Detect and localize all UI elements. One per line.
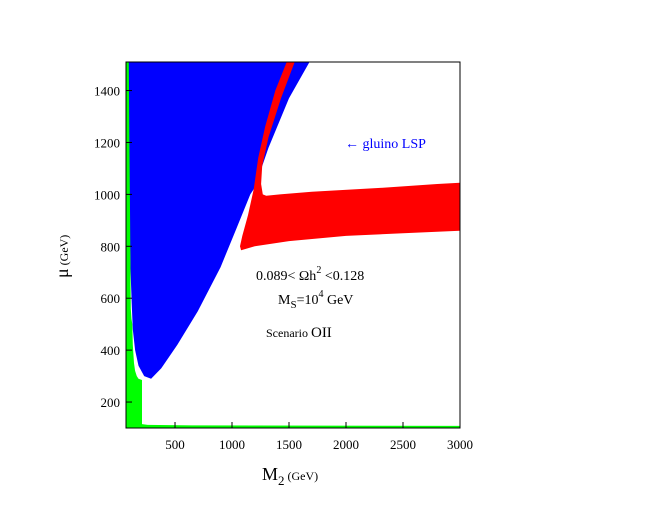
y-tick-label: 400 (101, 343, 121, 358)
x-tick-label: 2500 (390, 437, 416, 452)
x-tick: 1000 (219, 422, 245, 452)
y-tick: 1200 (94, 135, 132, 150)
x-axis-label: M2 (GeV) (262, 464, 318, 488)
x-tick: 3000 (447, 422, 473, 452)
x-tick: 2500 (390, 422, 416, 452)
y-tick: 400 (101, 343, 132, 358)
y-axis-label: μ (GeV) (52, 235, 72, 278)
y-tick-label: 1400 (94, 84, 120, 99)
gluino-lsp-annotation: ← gluino LSP (345, 137, 426, 152)
y-tick: 1400 (94, 84, 132, 99)
x-tick-label: 500 (165, 437, 185, 452)
x-tick: 1500 (276, 422, 302, 452)
scenario-annotation: Scenario OII (266, 325, 332, 341)
relic-density-annotation: 0.089< Ωh2 <0.128 (256, 265, 364, 284)
x-tick-label: 2000 (333, 437, 359, 452)
x-tick-label: 1000 (219, 437, 245, 452)
y-tick-label: 800 (101, 239, 121, 254)
y-tick-label: 1200 (94, 135, 120, 150)
x-axis-ticks: 500 1000 1500 2000 2500 3000 (165, 422, 473, 452)
plot-regions (126, 62, 460, 428)
y-axis-ticks: 200 400 600 800 1000 1200 1400 (94, 84, 132, 410)
y-tick-label: 1000 (94, 187, 120, 202)
x-tick-label: 1500 (276, 437, 302, 452)
plot-frame (125, 61, 461, 429)
y-tick: 600 (101, 291, 132, 306)
x-tick-label: 3000 (447, 437, 473, 452)
sfermion-mass-annotation: MS=104 GeV (278, 289, 353, 311)
y-tick: 800 (101, 239, 132, 254)
x-tick: 500 (165, 422, 185, 452)
y-tick-label: 200 (101, 395, 121, 410)
y-tick-label: 600 (101, 291, 121, 306)
y-tick: 1000 (94, 187, 132, 202)
y-tick: 200 (101, 395, 132, 410)
red-region (240, 62, 460, 251)
x-tick: 2000 (333, 422, 359, 452)
